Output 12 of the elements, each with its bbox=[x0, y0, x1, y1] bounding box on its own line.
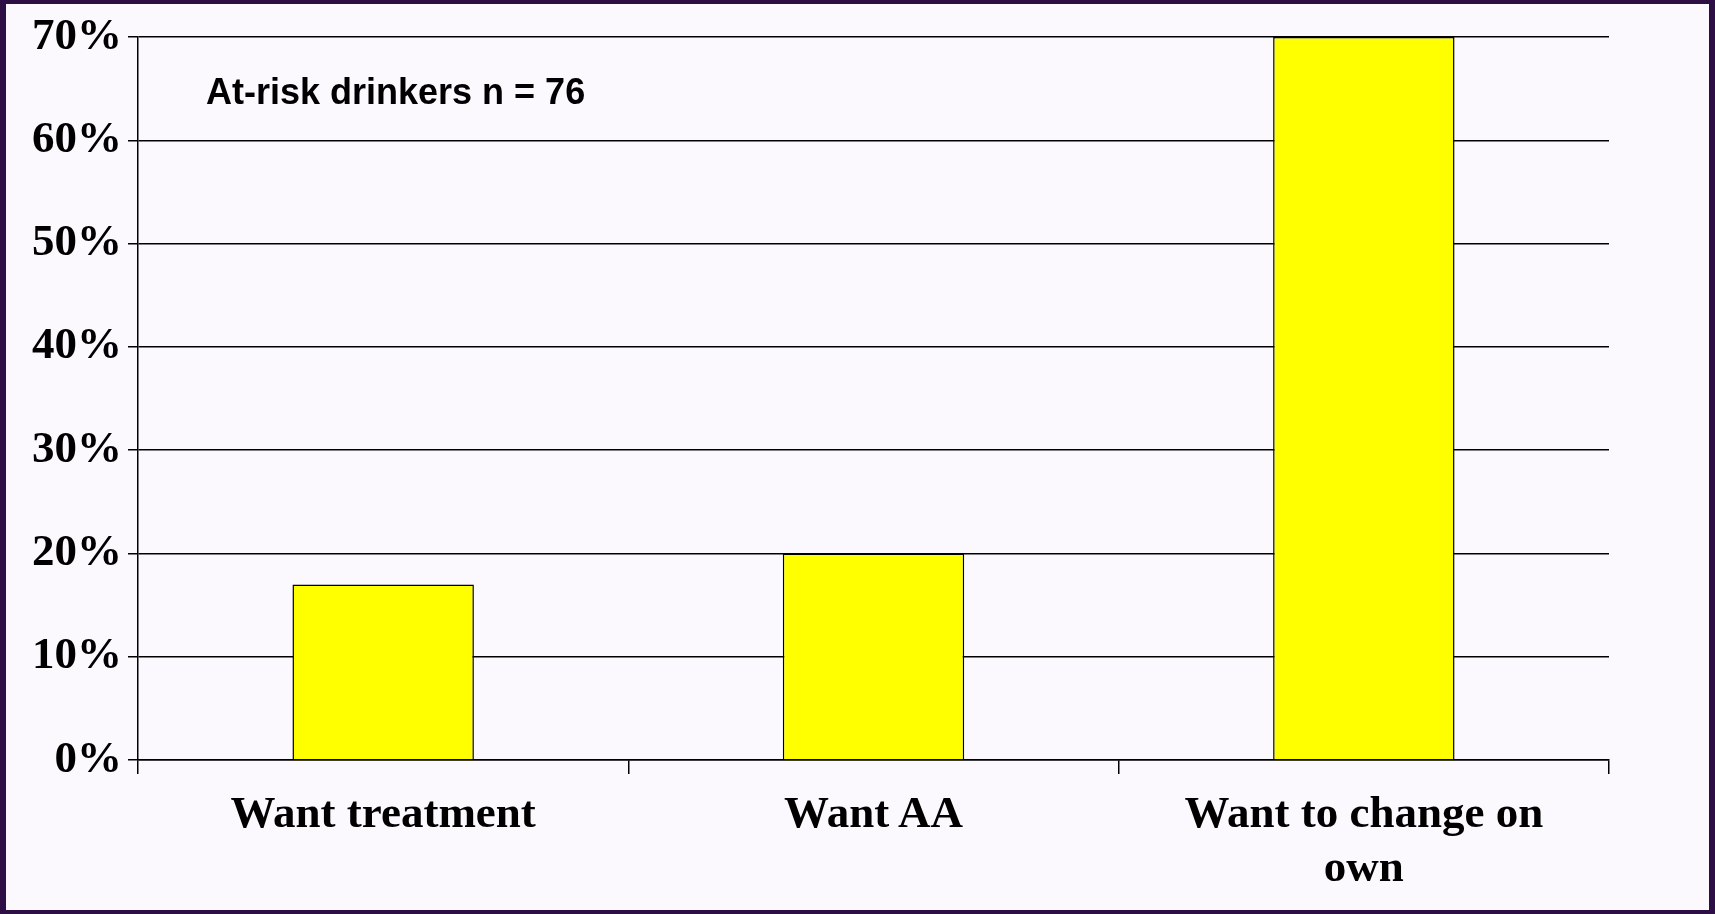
x-tick-label: Want AA bbox=[784, 786, 964, 837]
x-tick-label: Want treatment bbox=[230, 786, 536, 837]
y-tick-label: 20% bbox=[32, 525, 122, 576]
y-tick-label: 60% bbox=[32, 111, 122, 162]
y-tick-label: 30% bbox=[32, 421, 122, 472]
annotation: At-risk drinkers n = 76 bbox=[206, 70, 586, 112]
y-tick-label: 0% bbox=[54, 731, 122, 782]
y-tick-label: 40% bbox=[32, 318, 122, 369]
y-tick-label: 70% bbox=[32, 8, 122, 59]
x-tick-label: Want to change on own bbox=[1184, 786, 1544, 891]
y-tick-label: 50% bbox=[32, 215, 122, 266]
y-tick-label: 10% bbox=[32, 628, 122, 679]
